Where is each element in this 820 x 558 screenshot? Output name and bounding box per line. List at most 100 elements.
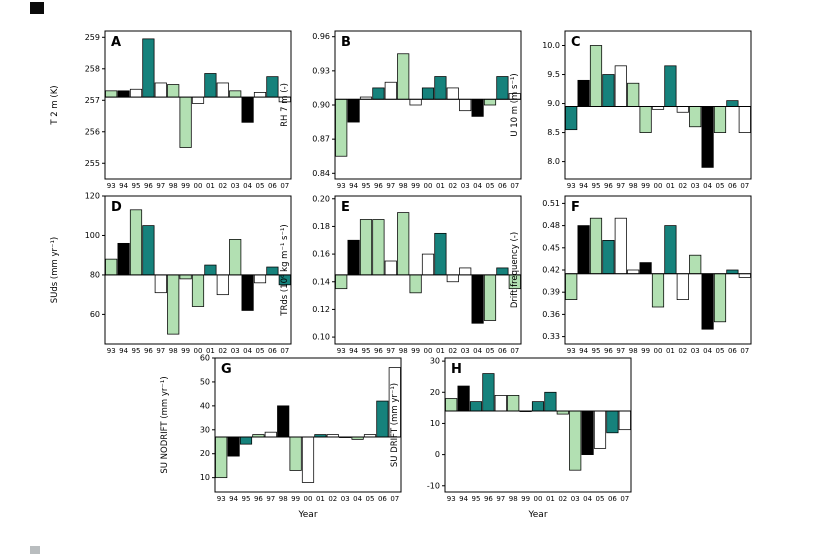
x-tick-label: 96 [254, 495, 263, 503]
x-tick-label: 07 [510, 182, 519, 190]
x-tick-label: 94 [459, 495, 468, 503]
bar-H-05 [593, 410, 607, 449]
y-tick-label: 255 [85, 159, 100, 168]
x-tick-label: 95 [362, 182, 371, 190]
panel-G-su-nodrift: 10 20 30 40 50 60 93 94 95 96 97 98 99 00 01 02 03 04 05 06… [157, 352, 407, 522]
bar-D-95 [129, 209, 143, 276]
y-axis-label: RH 7 m (-) [280, 83, 290, 127]
x-tick-label: 96 [374, 182, 383, 190]
x-tick-label: 05 [486, 182, 495, 190]
y-tick-label: 10 [200, 473, 210, 482]
bar-D-99 [179, 274, 192, 280]
y-tick-label: 0.84 [312, 169, 330, 178]
x-tick-label: 00 [424, 347, 433, 355]
bar-G-99 [289, 436, 302, 471]
y-tick-label: 100 [85, 231, 100, 240]
x-tick-label: 06 [608, 495, 617, 503]
x-tick-label: 06 [728, 347, 737, 355]
x-tick-label: 03 [341, 495, 350, 503]
y-tick-label: 10.0 [542, 41, 560, 50]
y-tick-label: 0.51 [542, 199, 560, 208]
bar-B-05 [483, 98, 497, 106]
y-tick-label: 9.0 [547, 99, 560, 108]
bar-F-01 [664, 225, 677, 275]
bar-C-07 [738, 106, 751, 133]
bar-C-93 [565, 106, 578, 131]
bar-E-01 [434, 232, 447, 276]
plot-frame [104, 195, 292, 345]
y-tick-label: 0.96 [312, 32, 330, 41]
bar-A-98 [167, 84, 180, 98]
x-tick-label: 01 [546, 495, 555, 503]
chart-B: 0.84 0.87 0.90 0.93 0.96 93 94 95 96 97 98 99 00 01 02… [280, 30, 522, 190]
panel-F-drift-frequency: 0.33 0.36 0.39 0.42 0.45 0.48 0.51 93 94 95 96 97 98… [507, 190, 757, 360]
y-tick-label: 0.93 [312, 66, 330, 75]
bar-H-00 [531, 401, 545, 412]
y-tick-label: 80 [90, 270, 100, 279]
x-tick-label: 06 [498, 182, 507, 190]
bar-H-04 [581, 410, 594, 455]
bar-E-93 [335, 274, 348, 290]
y-tick-label: 8.5 [547, 128, 560, 137]
chart-D: 60 80 100 120 93 94 95 96 97 98 99 00 01 02 03 04 05 06 07… [50, 192, 292, 355]
x-tick-label: 95 [242, 495, 251, 503]
y-tick-label: 20 [200, 449, 210, 458]
x-tick-label: 96 [604, 182, 613, 190]
panel-A-temperature: 255 256 257 258 259 93 94 95 96 97 98 99 00 01 02 03 04 0… [47, 25, 297, 195]
x-tick-label: 93 [567, 347, 576, 355]
bar-F-99 [639, 262, 652, 275]
y-tick-label: 30 [430, 357, 440, 366]
y-tick-label: 0 [435, 450, 440, 459]
y-axis-label: SU DRIFT (mm yr⁻¹) [390, 383, 400, 467]
bar-H-93 [445, 398, 458, 412]
bar-A-01 [204, 73, 217, 98]
x-tick-label: 03 [571, 495, 580, 503]
bar-D-94 [117, 242, 130, 276]
x-tick-label: 04 [353, 495, 362, 503]
bar-F-03 [689, 254, 702, 275]
bar-B-02 [446, 87, 459, 100]
x-tick-label: 93 [107, 347, 116, 355]
bar-B-01 [434, 76, 447, 100]
y-tick-label: 30 [200, 425, 210, 434]
x-tick-label: 00 [424, 182, 433, 190]
panel-letter-label: D [111, 200, 122, 215]
x-tick-label: 02 [558, 495, 567, 503]
x-tick-label: 95 [592, 347, 601, 355]
x-tick-label: 99 [641, 182, 650, 190]
panel-C-wind-speed: 8.0 8.5 9.0 9.5 10.0 93 94 95 96 97 98 99 00 01 02 03 04… [507, 25, 757, 195]
x-axis-label: Year [297, 510, 317, 520]
x-tick-label: 03 [461, 182, 470, 190]
bar-D-00 [191, 274, 205, 307]
x-tick-label: 98 [279, 495, 288, 503]
bar-B-96 [372, 87, 385, 100]
bar-B-03 [459, 98, 472, 112]
x-tick-label: 04 [473, 182, 482, 190]
x-tick-label: 00 [194, 182, 203, 190]
bar-G-95 [239, 436, 253, 445]
x-tick-label: 93 [447, 495, 456, 503]
bar-F-00 [651, 273, 665, 308]
bar-F-07 [738, 273, 751, 278]
x-tick-label: 98 [629, 347, 638, 355]
x-tick-label: 95 [362, 347, 371, 355]
plot-frame [334, 195, 522, 345]
x-tick-label: 94 [579, 347, 588, 355]
x-tick-label: 96 [374, 347, 383, 355]
x-tick-label: 02 [678, 347, 687, 355]
y-tick-label: 10 [430, 419, 440, 428]
bar-A-99 [179, 96, 192, 148]
bar-C-06 [726, 100, 739, 107]
x-tick-label: 93 [567, 182, 576, 190]
bar-A-05 [253, 92, 267, 98]
bar-G-97 [264, 431, 277, 438]
panel-letter-label: B [341, 35, 351, 50]
bar-E-05 [483, 274, 497, 321]
x-tick-label: 04 [473, 347, 482, 355]
x-tick-label: 93 [337, 182, 346, 190]
y-axis-label: TRds (10⁶ kg m⁻¹ s⁻¹) [280, 224, 290, 316]
y-tick-label: 0.10 [312, 333, 330, 342]
x-tick-label: 06 [268, 182, 277, 190]
bar-A-03 [229, 90, 242, 98]
y-tick-label: 0.14 [312, 277, 330, 286]
